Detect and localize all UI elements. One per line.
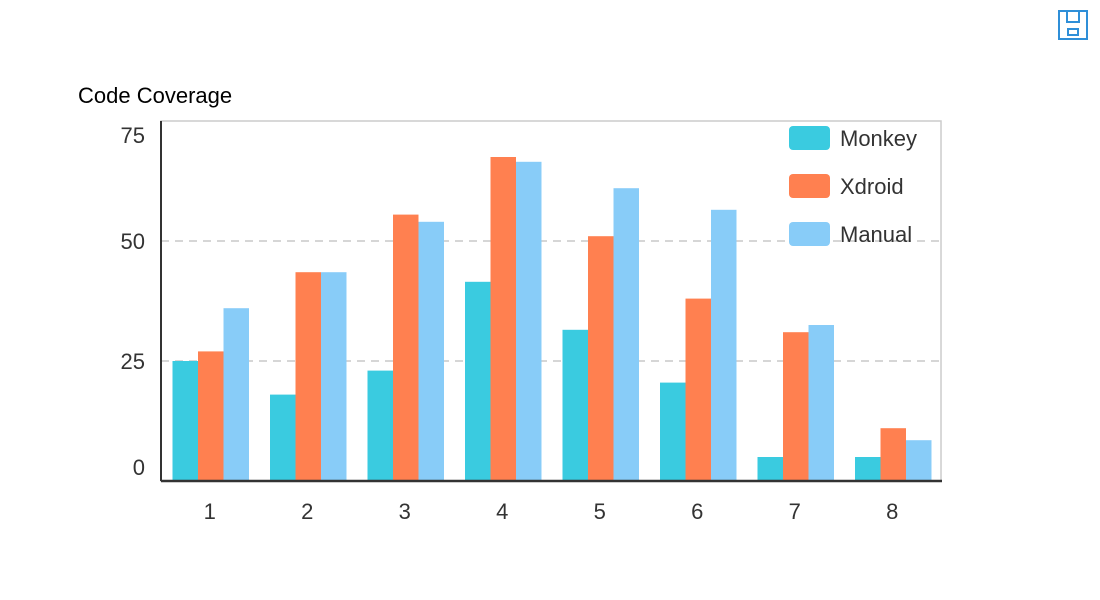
bar-manual-5 <box>613 188 639 481</box>
save-icon <box>1058 10 1088 40</box>
bar-monkey-1 <box>172 361 198 481</box>
legend-label-xdroid: Xdroid <box>840 174 904 199</box>
bar-manual-1 <box>223 308 249 481</box>
legend-label-monkey: Monkey <box>840 126 917 151</box>
y-tick-label: 50 <box>121 229 145 254</box>
legend-swatch-monkey <box>789 126 830 150</box>
bar-xdroid-8 <box>880 428 906 481</box>
bar-xdroid-7 <box>783 332 809 481</box>
legend-swatch-manual <box>789 222 830 246</box>
legend: Monkey Xdroid Manual <box>789 126 917 247</box>
x-tick-label: 3 <box>399 499 411 524</box>
bar-xdroid-1 <box>198 351 224 481</box>
bar-xdroid-4 <box>490 157 516 481</box>
x-tick-label: 1 <box>204 499 216 524</box>
x-tick-label: 6 <box>691 499 703 524</box>
legend-swatch-xdroid <box>789 174 830 198</box>
x-tick-label: 2 <box>301 499 313 524</box>
y-axis-title: Code Coverage <box>78 83 232 108</box>
bar-monkey-8 <box>855 457 881 481</box>
bar-manual-6 <box>711 209 737 482</box>
x-tick-label: 4 <box>496 499 508 524</box>
axes <box>160 120 942 483</box>
legend-label-manual: Manual <box>840 222 912 247</box>
bar-manual-7 <box>808 325 834 481</box>
bar-manual-4 <box>516 161 542 482</box>
x-tick-label: 8 <box>886 499 898 524</box>
y-tick-label: 0 <box>133 455 145 480</box>
x-tick-labels: 1 2 3 4 5 6 7 8 <box>204 499 899 524</box>
bar-monkey-3 <box>367 370 393 481</box>
bars <box>172 157 932 482</box>
x-tick-label: 5 <box>594 499 606 524</box>
bar-monkey-4 <box>465 281 491 481</box>
bar-manual-8 <box>906 440 932 481</box>
bar-monkey-5 <box>562 329 588 481</box>
bar-monkey-2 <box>270 394 296 481</box>
bar-monkey-7 <box>757 457 783 481</box>
bar-manual-2 <box>321 272 347 481</box>
y-tick-label: 75 <box>121 123 145 148</box>
bar-xdroid-2 <box>295 272 321 481</box>
bar-manual-3 <box>418 221 444 482</box>
x-tick-label: 7 <box>789 499 801 524</box>
bar-xdroid-6 <box>685 298 711 481</box>
bar-xdroid-3 <box>393 214 419 481</box>
save-image-button[interactable] <box>1057 9 1089 41</box>
y-tick-label: 25 <box>121 349 145 374</box>
bar-xdroid-5 <box>588 236 614 481</box>
bar-monkey-6 <box>660 382 686 481</box>
y-tick-labels: 0 25 50 75 <box>121 123 145 480</box>
